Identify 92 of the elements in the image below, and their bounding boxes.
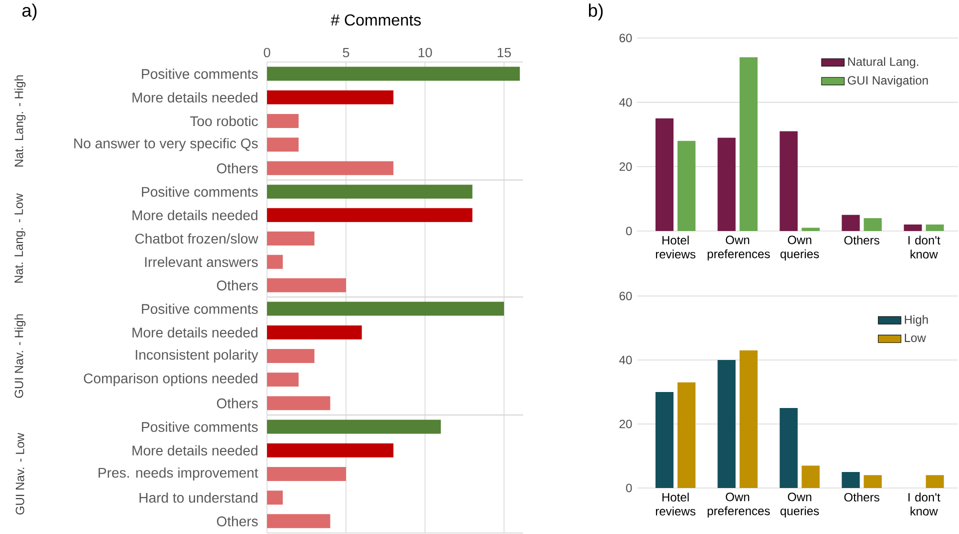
y-tick-label: Comparison options needed: [84, 373, 258, 386]
y-tick-label: Positive comments: [142, 186, 258, 197]
bar: [267, 372, 299, 387]
y-tick-label: Others: [216, 280, 258, 290]
bar: [267, 348, 314, 363]
y-axis-title: Nat. Lang. - Low: [14, 193, 26, 283]
bar: [656, 118, 674, 231]
y-tick-label: No answer to very specific Qs: [74, 138, 258, 152]
y-tick-label: 0: [626, 226, 632, 236]
bar: [740, 57, 758, 231]
legend-label: Low: [904, 334, 926, 342]
x-tick-label: 0: [264, 48, 270, 58]
y-tick-label: Pres. needs improvement: [98, 467, 258, 481]
x-axis-title: # Comments: [330, 14, 421, 26]
y-tick-label: 20: [620, 162, 632, 171]
bar: [864, 475, 882, 488]
bar: [267, 66, 520, 81]
bar: [267, 420, 441, 434]
bar: [267, 90, 394, 104]
y-tick-label: Positive comments: [142, 422, 258, 432]
y-tick-label: Others: [216, 398, 258, 408]
bar: [267, 466, 346, 481]
legend-label: Natural Lang.: [848, 57, 918, 68]
y-tick-label: 0: [626, 484, 632, 492]
legend-label: High: [904, 315, 928, 326]
x-tick-label: Own queries: [780, 492, 819, 518]
y-tick-label: Too robotic: [190, 116, 258, 126]
bar: [267, 138, 299, 152]
bar: [802, 466, 820, 488]
bar: [267, 231, 314, 246]
y-tick-label: Hard to understand: [140, 492, 258, 503]
bar: [864, 218, 882, 231]
y-tick-label: More details needed: [132, 327, 258, 338]
y-tick-label: 60: [620, 34, 632, 42]
x-tick-label: Hotel reviews: [656, 492, 696, 516]
bar: [780, 131, 798, 231]
bar: [267, 302, 504, 316]
y-tick-label: 20: [620, 420, 632, 428]
bar: [267, 208, 472, 222]
x-tick-label: I don't know: [908, 492, 940, 516]
y-axis-title: GUI Nav. - Low: [16, 432, 24, 514]
x-tick-label: 5: [342, 48, 350, 58]
legend-label: GUI Navigation: [848, 76, 928, 87]
x-tick-label: Others: [844, 236, 880, 245]
bar: [678, 140, 696, 231]
bar: [842, 214, 860, 231]
y-tick-label: Others: [216, 516, 258, 526]
x-tick-label: Own preferences: [708, 492, 770, 518]
y-axis-title: Nat. Lang. - High: [14, 75, 26, 166]
bar: [904, 224, 922, 231]
y-tick-label: Positive comments: [142, 304, 258, 314]
x-tick-label: Own preferences: [708, 236, 770, 261]
y-tick-label: Chatbot frozen/slow: [135, 233, 258, 244]
y-tick-label: 40: [619, 98, 632, 107]
x-tick-label: 15: [498, 48, 511, 58]
y-tick-label: Inconsistent polarity: [136, 349, 258, 363]
y-tick-label: More details needed: [132, 445, 258, 456]
y-tick-label: 60: [620, 292, 632, 300]
bar: [267, 278, 346, 292]
bar: [267, 325, 362, 340]
x-tick-label: I don't know: [908, 236, 940, 259]
bar: [718, 138, 736, 231]
y-tick-label: Irrelevant answers: [145, 256, 258, 268]
x-tick-label: Own queries: [780, 236, 819, 261]
y-tick-label: Positive comments: [142, 68, 258, 79]
bar: [267, 114, 299, 128]
bar: [267, 490, 283, 505]
bar: [718, 360, 736, 488]
bar: [267, 184, 472, 199]
chart-title: b): [588, 4, 603, 20]
bar: [678, 382, 696, 488]
bar: [802, 228, 820, 231]
x-tick-label: Others: [844, 492, 880, 502]
bar: [267, 443, 394, 458]
bar: [740, 350, 758, 488]
bar: [267, 396, 330, 410]
bar: [267, 161, 394, 176]
bar: [267, 514, 330, 528]
y-tick-label: Others: [216, 163, 258, 174]
y-tick-label: 40: [619, 356, 632, 364]
bar: [780, 408, 798, 488]
bar: [926, 475, 944, 488]
y-axis-title: GUI Nav. - High: [14, 314, 26, 398]
bar: [267, 254, 283, 269]
x-tick-label: 10: [418, 48, 432, 58]
x-tick-label: Hotel reviews: [656, 236, 696, 259]
bar: [842, 472, 860, 488]
bar: [656, 392, 674, 488]
y-tick-label: More details needed: [132, 210, 258, 220]
text: a): [22, 4, 36, 20]
bar: [926, 224, 944, 231]
y-tick-label: More details needed: [132, 92, 258, 103]
